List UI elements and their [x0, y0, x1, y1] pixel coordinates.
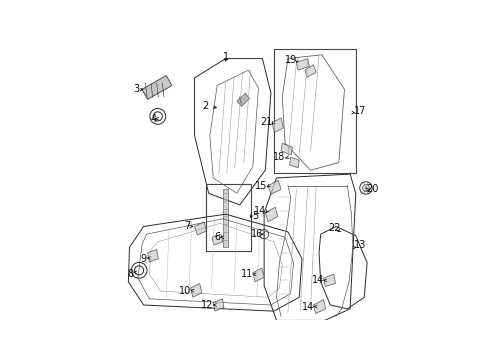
Text: 13: 13	[354, 240, 367, 250]
Polygon shape	[213, 299, 224, 311]
Polygon shape	[268, 180, 281, 194]
Text: 6: 6	[214, 232, 220, 242]
Polygon shape	[191, 283, 202, 297]
Polygon shape	[305, 65, 316, 77]
Text: 9: 9	[141, 254, 147, 264]
Text: 15: 15	[254, 181, 267, 191]
Polygon shape	[253, 268, 264, 282]
Text: 11: 11	[241, 269, 253, 279]
Text: 14: 14	[301, 302, 314, 311]
Text: 5: 5	[252, 211, 258, 221]
Text: 10: 10	[179, 286, 191, 296]
Text: 4: 4	[150, 114, 156, 123]
Text: 3: 3	[133, 84, 139, 94]
Text: 17: 17	[354, 106, 366, 116]
Text: 16: 16	[251, 229, 263, 239]
Polygon shape	[212, 234, 223, 245]
Polygon shape	[142, 76, 172, 99]
Polygon shape	[296, 59, 309, 70]
Polygon shape	[272, 118, 283, 132]
Text: 2: 2	[203, 101, 209, 111]
Text: 19: 19	[285, 55, 297, 65]
Polygon shape	[195, 222, 206, 235]
Text: 12: 12	[201, 300, 214, 310]
Text: 18: 18	[273, 152, 286, 162]
Polygon shape	[237, 93, 249, 106]
Polygon shape	[265, 207, 278, 222]
Text: 22: 22	[328, 223, 341, 233]
Text: 14: 14	[253, 206, 266, 216]
Text: 8: 8	[127, 269, 134, 279]
Text: 21: 21	[260, 117, 272, 127]
Text: 7: 7	[184, 221, 190, 231]
Polygon shape	[147, 249, 158, 262]
Text: 1: 1	[222, 52, 229, 62]
Polygon shape	[290, 157, 299, 168]
Text: 14: 14	[312, 275, 324, 285]
Polygon shape	[313, 300, 326, 314]
Polygon shape	[281, 143, 293, 155]
Polygon shape	[223, 189, 228, 247]
Polygon shape	[323, 274, 336, 287]
Text: 20: 20	[367, 184, 379, 194]
